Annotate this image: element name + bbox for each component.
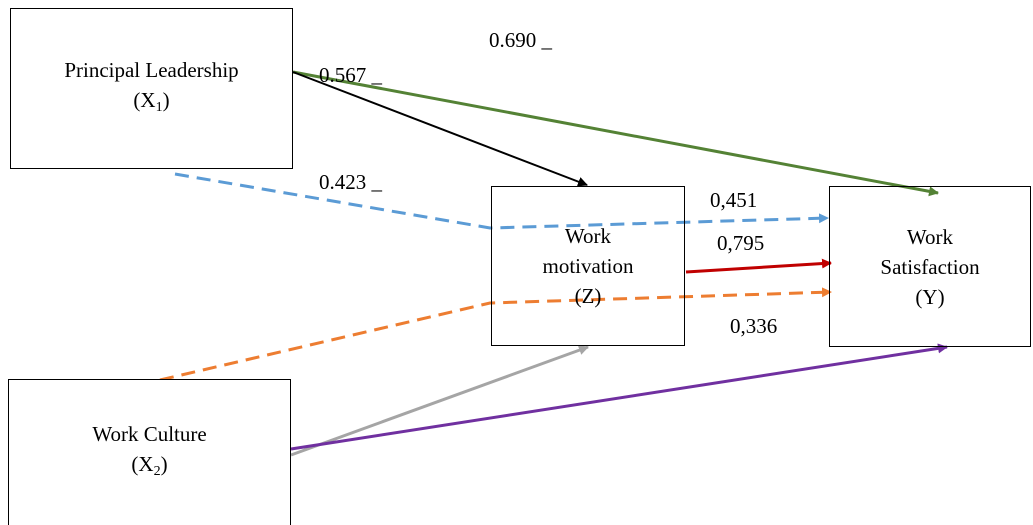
node-x1-symbol-open: (X: [133, 87, 156, 112]
coefficient-x1-z: 0.567 _: [319, 63, 382, 87]
coefficient-z-y: 0,795: [717, 231, 765, 255]
node-work-satisfaction: Work Satisfaction (Y): [829, 186, 1031, 347]
arrow-z-to-y: [685, 258, 832, 274]
node-z-line3: (Z): [574, 284, 602, 308]
node-x1-symbol: (X1): [133, 85, 169, 123]
node-x2-symbol-close: ): [160, 451, 168, 476]
node-work-motivation: Work motivation (Z): [491, 186, 685, 346]
arrow-x2-to-y: [290, 343, 948, 451]
node-x2-symbol: (X2): [131, 449, 167, 487]
node-x1-symbol-close: ): [162, 87, 170, 112]
node-principal-leadership: Principal Leadership (X1): [10, 8, 293, 169]
node-x2-label: Work Culture: [92, 421, 207, 446]
coefficient-z-y-upper: 0,451: [710, 188, 758, 212]
node-x2-symbol-open: (X: [131, 451, 154, 476]
node-x1-subscript: 1: [155, 99, 163, 115]
node-y-line2: Satisfaction: [880, 254, 980, 279]
node-x2-subscript: 2: [153, 463, 161, 479]
coefficient-x1-y-indirect: 0.423 _: [319, 170, 382, 194]
node-x1-label: Principal Leadership: [64, 57, 239, 82]
arrow-x2-to-y-dashed: [159, 287, 832, 382]
coefficient-x2-y-indirect: 0,336: [730, 314, 778, 338]
node-z-line1: Work: [564, 224, 612, 248]
arrow-x1-to-y-dashed: [174, 172, 829, 230]
node-y-line3: (Y): [915, 284, 945, 309]
coefficient-x1-y: 0.690 _: [489, 28, 552, 52]
node-work-culture: Work Culture (X2): [8, 379, 291, 525]
arrow-x1-to-z: [292, 71, 588, 187]
node-z-line2: motivation: [542, 254, 634, 278]
arrow-x2-to-z: [290, 345, 589, 457]
arrow-x1-to-y: [292, 70, 939, 197]
node-y-line1: Work: [906, 224, 954, 249]
